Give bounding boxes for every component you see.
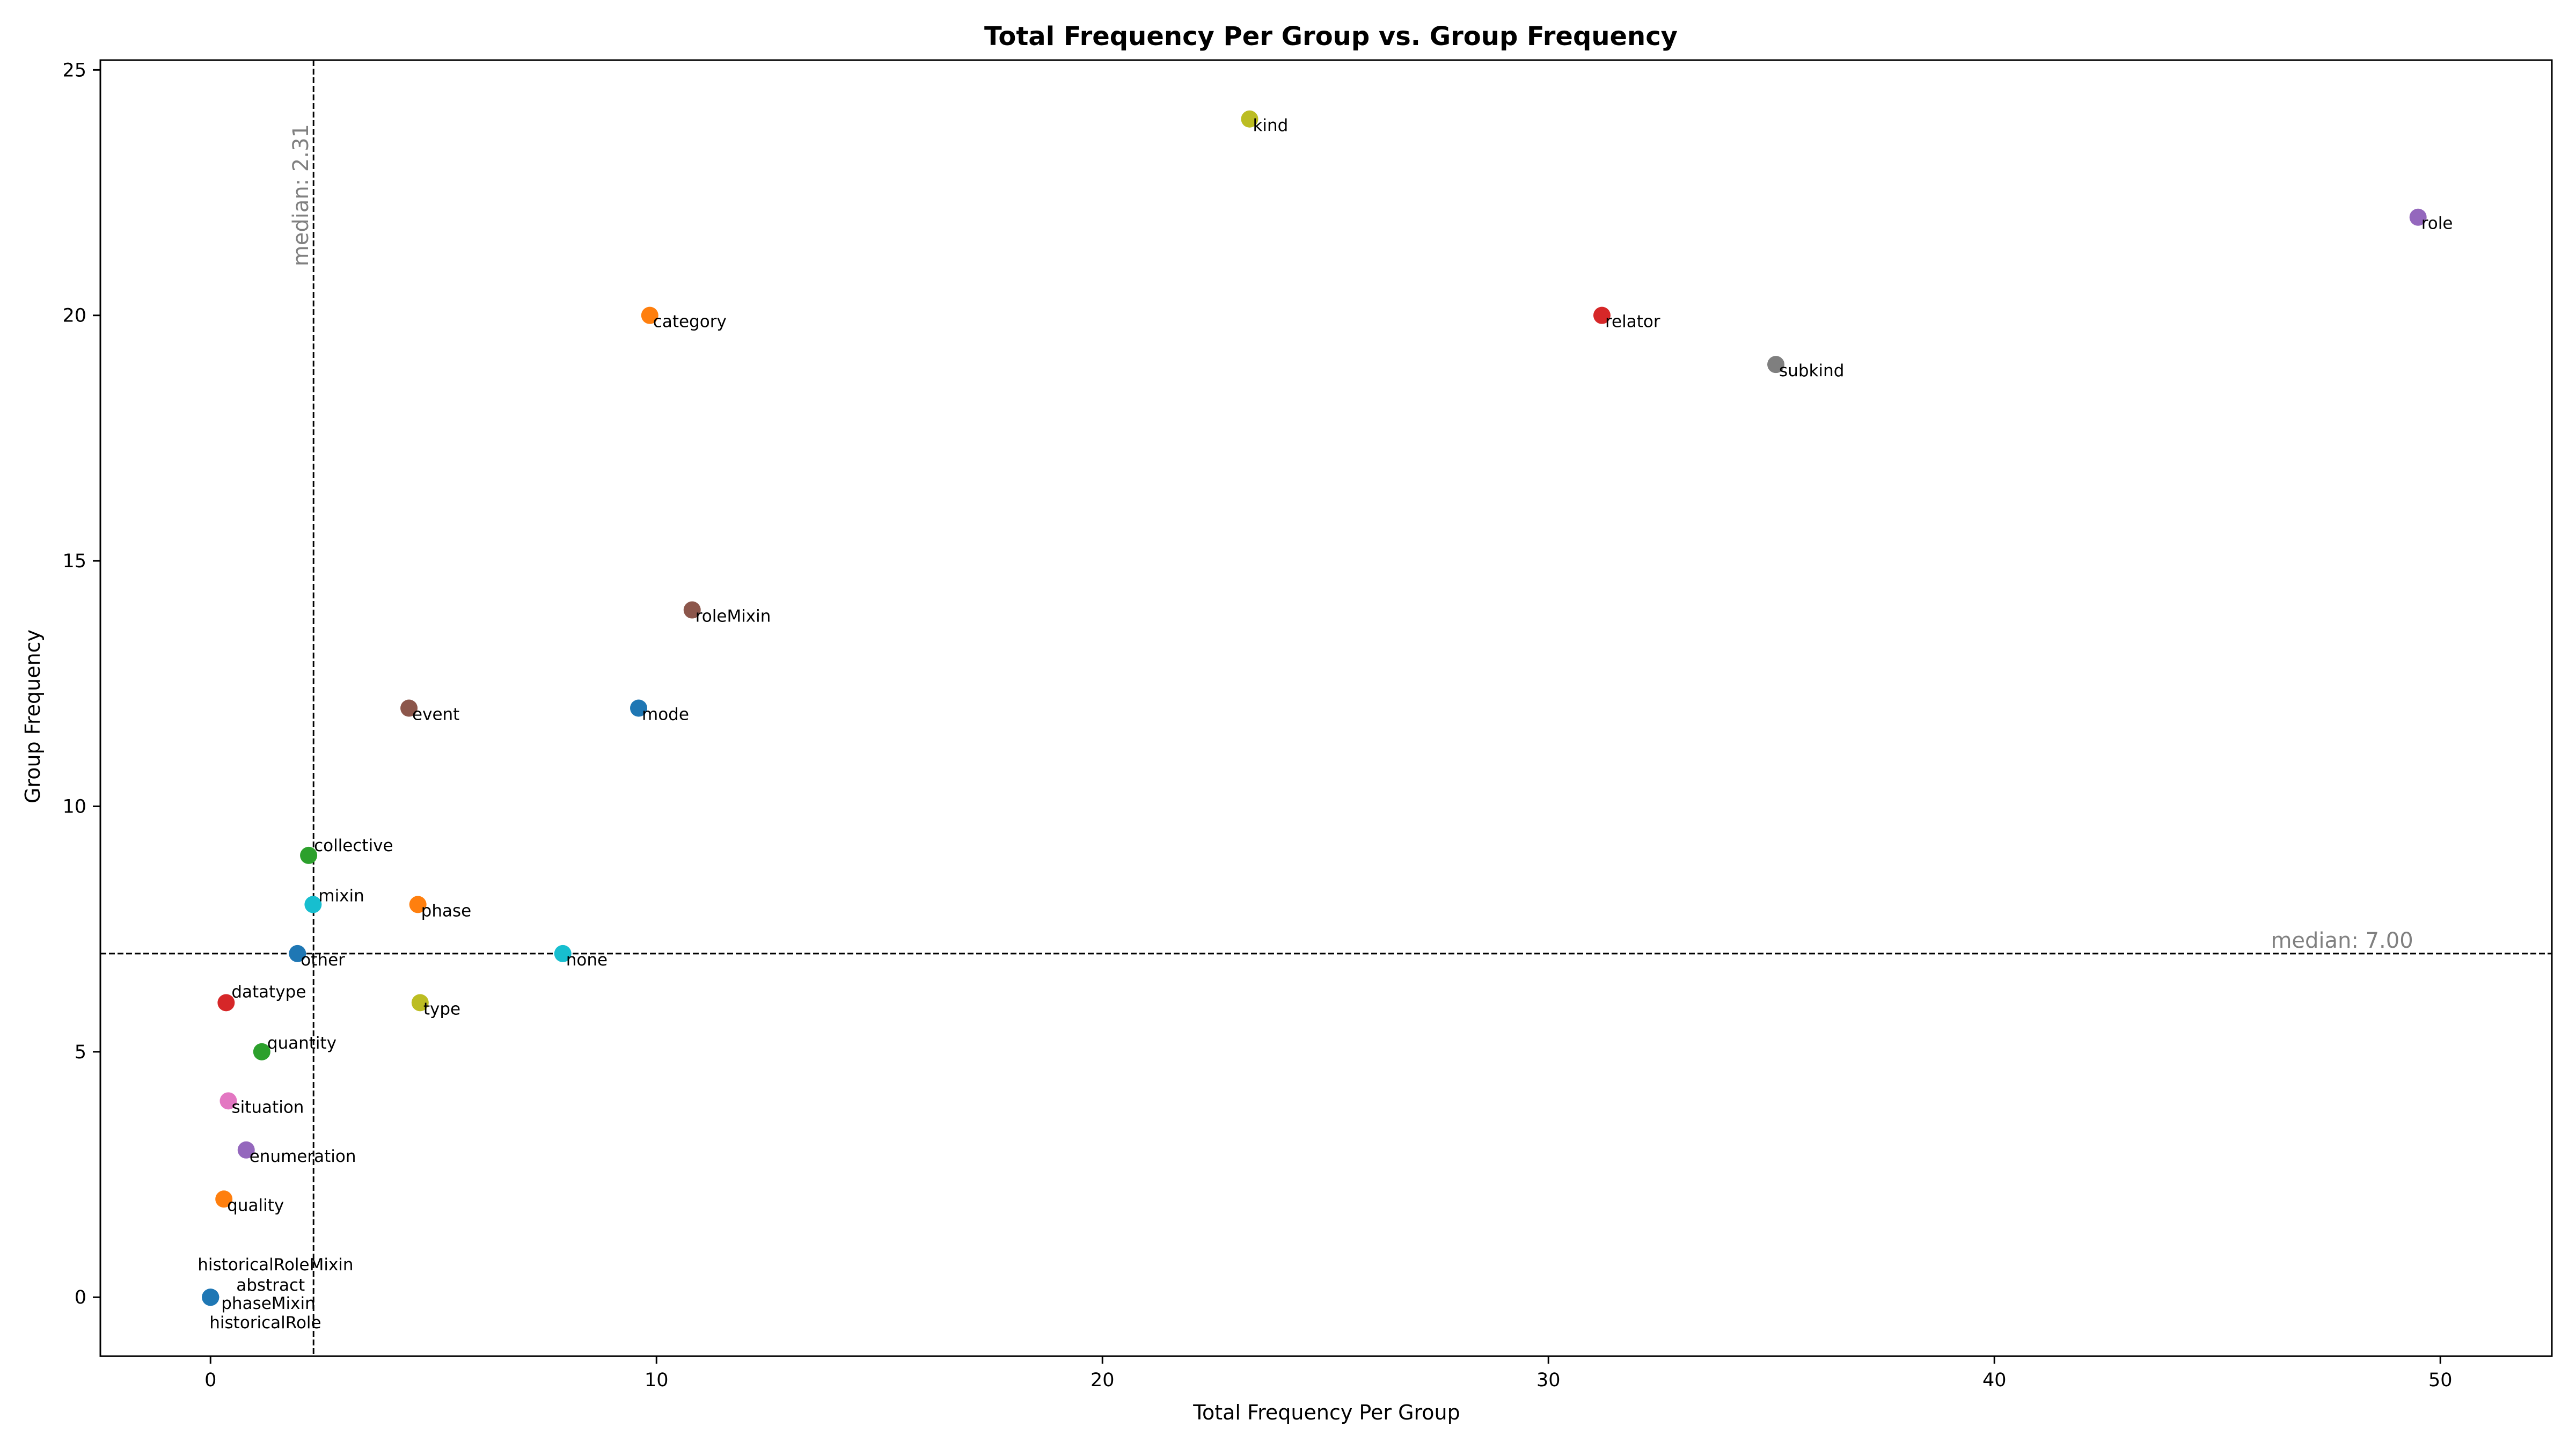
data-point <box>237 1141 255 1159</box>
data-point <box>2409 208 2427 226</box>
data-point <box>215 1190 233 1208</box>
y-tick-label: 25 <box>62 60 86 81</box>
y-tick-label: 5 <box>75 1042 86 1063</box>
data-point <box>289 945 306 962</box>
data-point <box>409 896 427 913</box>
data-point-label: quantity <box>267 1034 336 1053</box>
x-axis-label: Total Frequency Per Group <box>1192 1401 1460 1424</box>
data-point <box>554 945 572 962</box>
plot-area: median: 2.31 median: 7.00 <box>99 59 2553 1357</box>
chart-title: Total Frequency Per Group vs. Group Freq… <box>984 21 1678 52</box>
x-tick-label: 20 <box>1091 1370 1115 1391</box>
data-point <box>1593 306 1611 324</box>
data-point <box>411 994 429 1012</box>
data-point <box>202 1289 219 1306</box>
data-point-label: quality <box>227 1196 284 1215</box>
point-labels: role subkind relator kind roleMixin category m… <box>197 116 2453 1333</box>
data-point <box>219 1092 237 1110</box>
data-point-label: mode <box>642 705 689 724</box>
data-point-label: relator <box>1605 312 1660 332</box>
data-point-label: phaseMixin <box>221 1294 316 1313</box>
y-tick-label: 10 <box>62 796 86 817</box>
data-point-label: historicalRole <box>209 1313 321 1333</box>
data-point-label: type <box>423 999 460 1019</box>
data-point-label: datatype <box>231 982 306 1001</box>
data-point-label: other <box>301 950 345 970</box>
x-tick-label: 0 <box>204 1370 216 1391</box>
data-point-label: none <box>566 950 608 970</box>
data-point-label: historicalRoleMixin <box>197 1255 353 1275</box>
data-point <box>641 306 658 324</box>
data-point-label: event <box>412 705 459 724</box>
data-point-label: phase <box>421 901 472 920</box>
y-tick-label: 20 <box>62 305 86 327</box>
y-axis-label: Group Frequency <box>21 630 45 803</box>
data-point <box>253 1043 270 1060</box>
data-point <box>1241 110 1258 128</box>
x-tick-label: 50 <box>2428 1370 2453 1391</box>
data-point-label: situation <box>231 1097 304 1117</box>
data-point-label: category <box>653 312 727 332</box>
y-tick-label: 0 <box>75 1287 86 1308</box>
data-point <box>630 699 648 717</box>
data-point <box>400 699 418 717</box>
data-point-label: collective <box>314 836 393 855</box>
x-tick-label: 40 <box>1982 1370 2007 1391</box>
x-tick-label: 30 <box>1536 1370 1561 1391</box>
median-x-label: median: 2.31 <box>289 124 313 266</box>
data-point-label: role <box>2421 214 2453 233</box>
axis-ticks: 0 10 20 30 40 50 0 5 10 15 20 25 <box>62 60 2452 1391</box>
data-point-label: abstract <box>236 1276 305 1295</box>
data-point <box>683 601 701 619</box>
data-point-label: roleMixin <box>696 607 771 626</box>
data-point <box>1767 356 1785 374</box>
data-point-label: enumeration <box>250 1147 356 1166</box>
data-point <box>300 846 318 864</box>
data-point <box>304 896 322 913</box>
data-point <box>217 994 235 1012</box>
x-tick-label: 10 <box>645 1370 669 1391</box>
data-point-label: subkind <box>1779 361 1844 380</box>
y-tick-label: 15 <box>62 551 86 572</box>
plot-frame <box>99 59 2553 1357</box>
data-point-label: mixin <box>318 886 364 905</box>
data-point-label: kind <box>1253 116 1288 135</box>
median-y-label: median: 7.00 <box>2271 928 2413 953</box>
data-points <box>202 110 2427 1306</box>
